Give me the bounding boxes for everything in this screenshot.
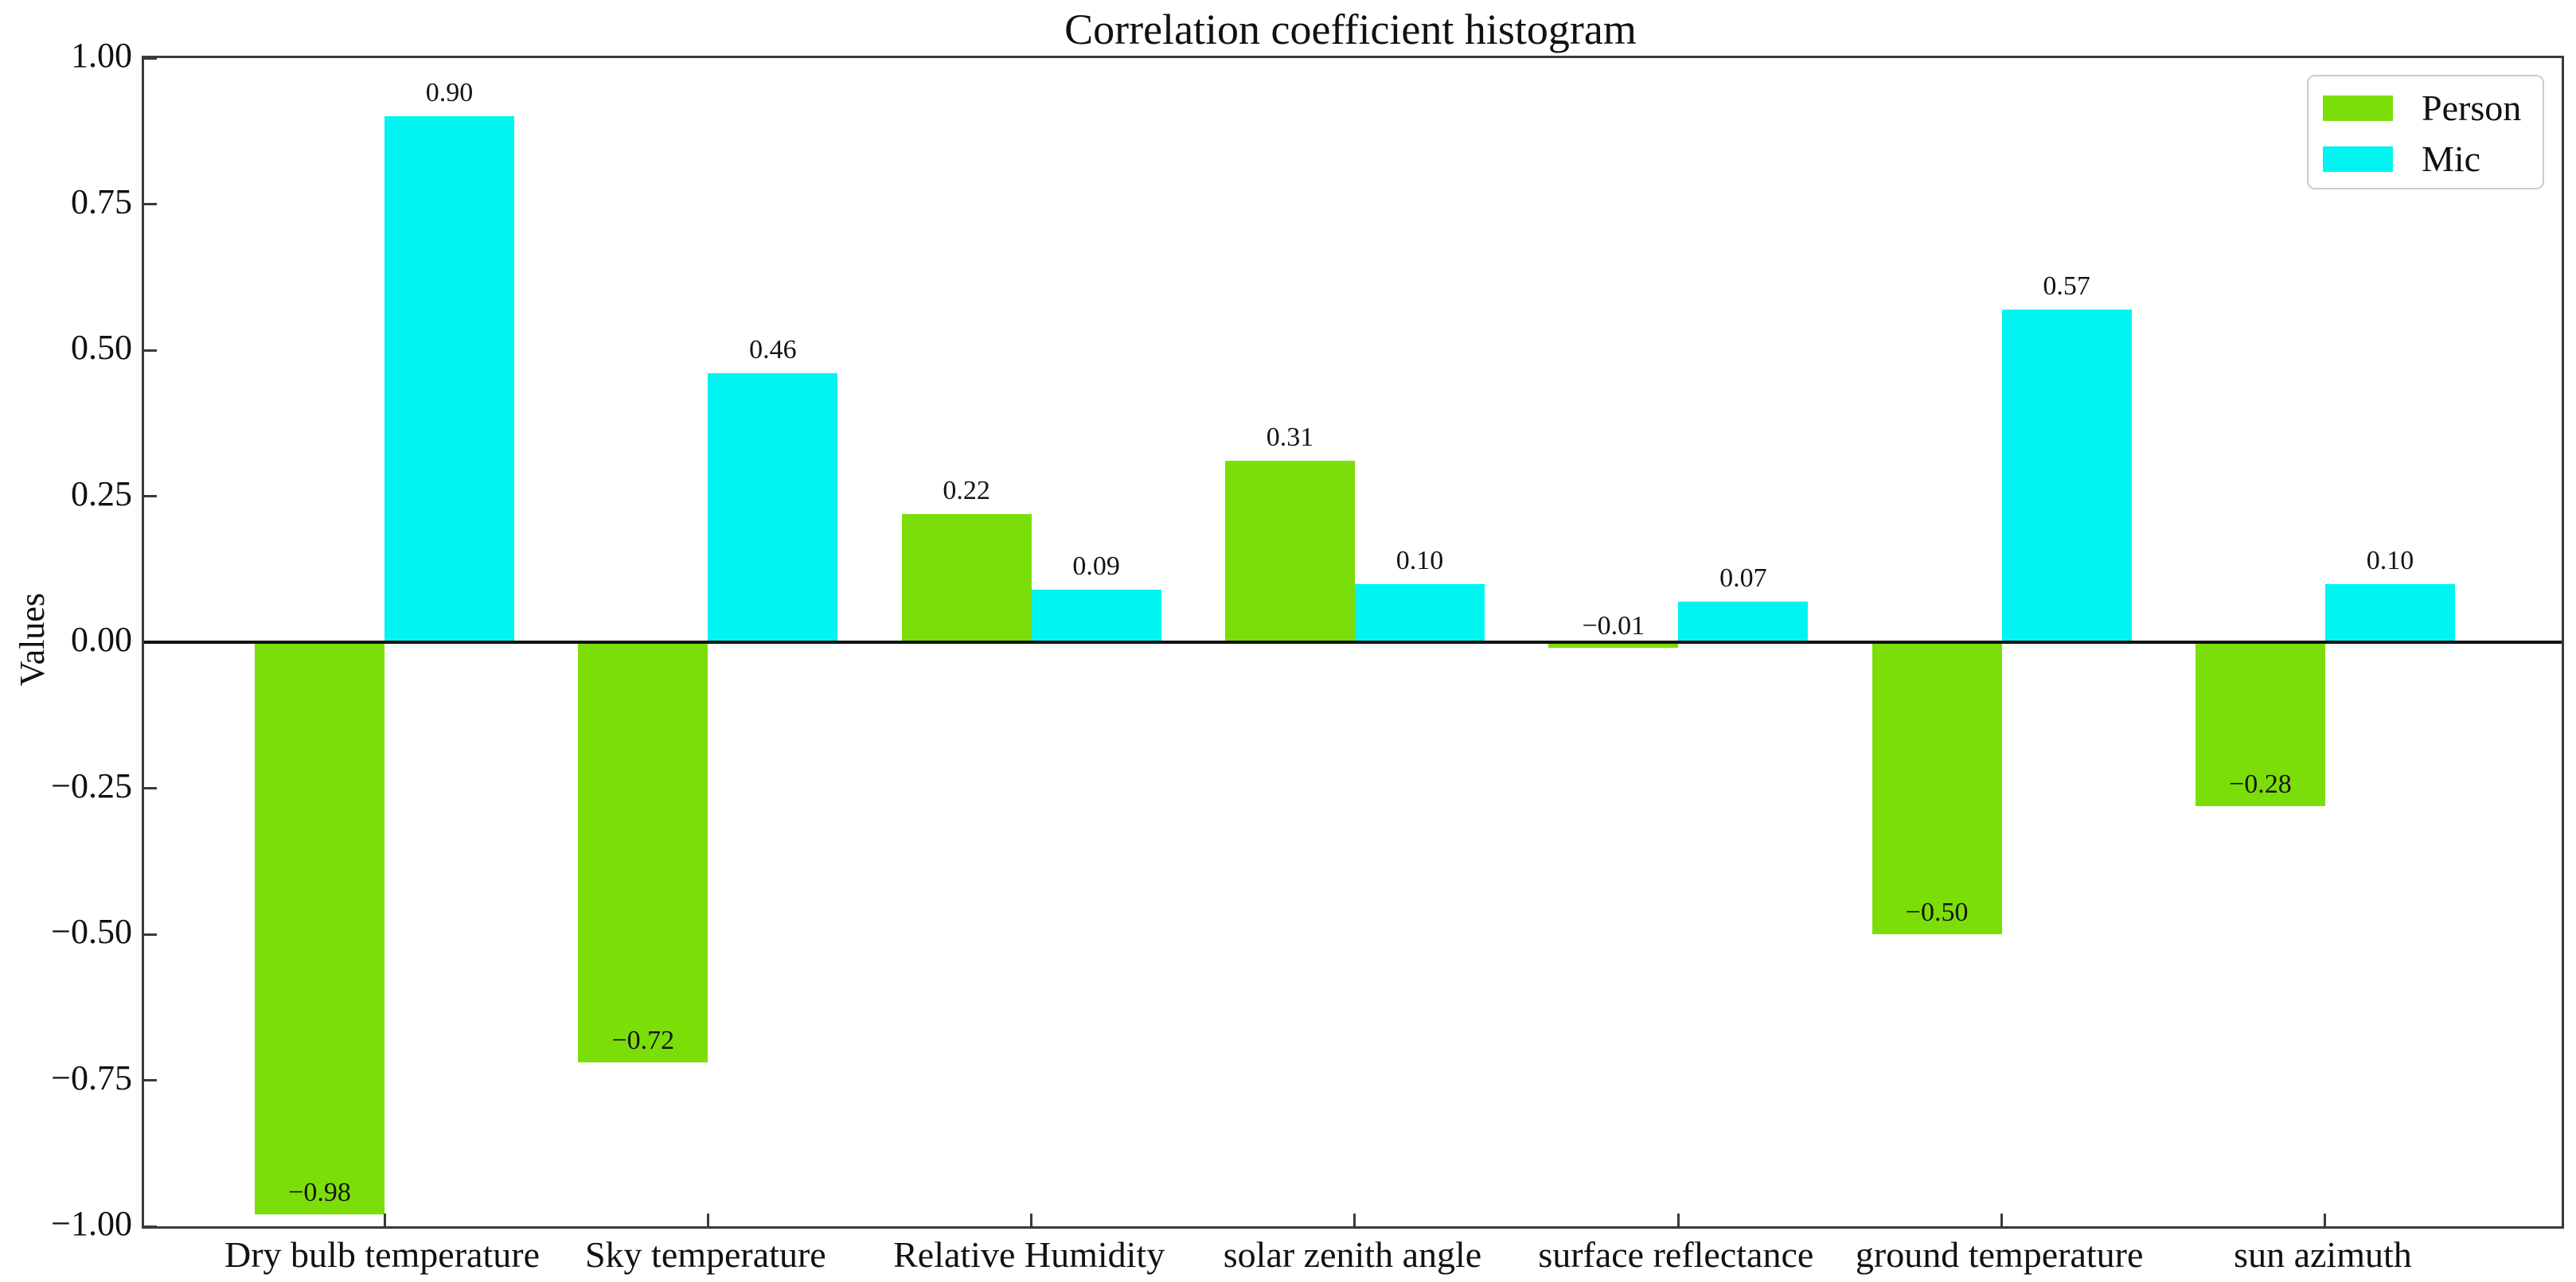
bar-person-dry-bulb-temperature (255, 642, 384, 1215)
bar-value-label-mic-relative-humidity: 0.09 (1072, 551, 1120, 581)
bar-value-label-person-solar-zenith-angle: 0.31 (1266, 423, 1314, 453)
legend-swatch-person-icon (2323, 95, 2393, 121)
legend-swatch-mic-icon (2323, 146, 2393, 172)
bar-value-label-person-dry-bulb-temperature: −0.98 (288, 1178, 351, 1208)
y-tick-label: 0.50 (71, 328, 132, 367)
y-tick-0.25 (144, 495, 157, 497)
legend-item-person: Person (2309, 83, 2543, 134)
bar-value-label-mic-dry-bulb-temperature: 0.90 (425, 78, 474, 108)
x-category-label-sky-temperature: Sky temperature (584, 1234, 826, 1275)
zero-line (144, 641, 2562, 644)
bar-value-label-mic-ground-temperature: 0.57 (2043, 271, 2090, 301)
bar-value-label-mic-solar-zenith-angle: 0.10 (1395, 545, 1444, 575)
x-tick-relative-humidity (1030, 1214, 1033, 1226)
bar-person-surface-reflectance (1548, 642, 1679, 649)
bar-value-label-mic-sky-temperature: 0.46 (749, 335, 797, 365)
y-tick-label: −1.00 (51, 1204, 132, 1243)
bar-value-label-person-relative-humidity: 0.22 (943, 475, 990, 505)
x-tick-sky-temperature (706, 1214, 709, 1226)
x-tick-ground-temperature (2000, 1214, 2004, 1226)
y-tick-label: 0.75 (71, 181, 132, 221)
bar-person-relative-humidity (901, 513, 1032, 642)
bar-mic-solar-zenith-angle (1354, 583, 1485, 642)
y-tick-label: 0.25 (71, 473, 132, 513)
x-category-label-surface-reflectance: surface reflectance (1538, 1234, 1814, 1275)
y-tick-−0.75 (144, 1079, 157, 1081)
chart-title: Correlation coefficient histogram (1064, 6, 1637, 53)
x-category-label-dry-bulb-temperature: Dry bulb temperature (224, 1234, 540, 1275)
y-tick-−0.25 (144, 787, 157, 789)
y-tick-−1.00 (144, 1225, 157, 1228)
bar-person-sky-temperature (578, 642, 708, 1063)
y-tick-0.50 (144, 349, 157, 352)
legend: Person Mic (2307, 75, 2544, 189)
legend-label-mic: Mic (2422, 138, 2481, 179)
bar-mic-surface-reflectance (1678, 601, 1809, 642)
x-category-label-ground-temperature: ground temperature (1855, 1234, 2144, 1275)
bar-person-sun-azimuth (2195, 642, 2325, 806)
bar-mic-sky-temperature (708, 373, 838, 642)
bar-value-label-mic-surface-reflectance: 0.07 (1719, 563, 1767, 593)
bar-mic-ground-temperature (2001, 309, 2132, 642)
bar-value-label-person-sky-temperature: −0.72 (611, 1026, 675, 1056)
plot-area: −0.98 −0.72 0.22 0.31 −0.01 −0.50 −0.28 0.90 0.4… (142, 56, 2564, 1229)
y-tick-label: 0.00 (71, 620, 132, 659)
legend-item-mic: Mic (2309, 134, 2543, 185)
bar-value-label-person-ground-temperature: −0.50 (1905, 898, 1969, 927)
x-tick-solar-zenith-angle (1353, 1214, 1356, 1226)
y-tick-−0.50 (144, 933, 157, 936)
x-tick-surface-reflectance (1676, 1214, 1680, 1226)
bar-mic-sun-azimuth (2324, 583, 2455, 642)
x-category-label-solar-zenith-angle: solar zenith angle (1223, 1234, 1482, 1275)
legend-label-person: Person (2422, 88, 2522, 128)
y-tick-0.75 (144, 203, 157, 205)
y-tick-label: −0.50 (51, 912, 132, 951)
bar-person-ground-temperature (1872, 642, 2002, 934)
x-category-label-relative-humidity: Relative Humidity (893, 1234, 1165, 1275)
bar-value-label-person-surface-reflectance: −0.01 (1582, 611, 1645, 641)
y-tick-label: 1.00 (71, 36, 132, 75)
bar-person-solar-zenith-angle (1224, 461, 1355, 642)
y-tick-1.00 (144, 57, 157, 60)
y-tick-label: −0.75 (51, 1058, 132, 1097)
bar-value-label-mic-sun-azimuth: 0.10 (2366, 545, 2414, 575)
x-category-label-sun-azimuth: sun azimuth (2234, 1234, 2412, 1275)
x-tick-sun-azimuth (2324, 1214, 2327, 1226)
bar-value-label-person-sun-azimuth: −0.28 (2229, 769, 2292, 799)
y-tick-label: −0.25 (51, 766, 132, 805)
x-tick-dry-bulb-temperature (383, 1214, 386, 1226)
bar-mic-relative-humidity (1031, 589, 1161, 642)
bar-mic-dry-bulb-temperature (384, 116, 514, 642)
